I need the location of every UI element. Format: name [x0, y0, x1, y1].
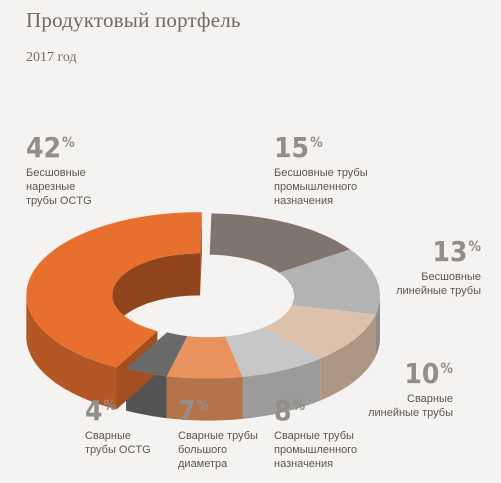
desc-line: нарезные: [26, 181, 76, 193]
desc-line: Сварные: [407, 393, 453, 405]
page-title: Продуктовый портфель: [26, 8, 241, 32]
value-welded-octg: 4: [85, 394, 103, 427]
segment-outer-wall: [242, 358, 321, 419]
value-welded-line: 10: [404, 357, 440, 390]
desc-line: Сварные трубы: [178, 430, 258, 442]
page-subtitle: 2017 год: [26, 50, 77, 65]
segment-top: [264, 305, 376, 359]
desc-line: Сварные трубы: [274, 430, 354, 442]
desc-line: Бесшовные: [26, 167, 86, 179]
desc-line: большого: [178, 444, 228, 456]
desc-line: трубы OCTG: [26, 195, 92, 207]
label-welded-industrial: 8% Сварные трубы промышленного назначени…: [274, 394, 358, 471]
label-welded-large-diameter: 7% Сварные трубы большого диаметра: [178, 394, 258, 471]
segment-top: [126, 332, 188, 377]
segment-top: [225, 327, 321, 377]
desc-line: диаметра: [178, 458, 228, 470]
desc-line: назначения: [274, 195, 334, 207]
value-welded-industrial: 8: [274, 394, 292, 427]
segment-top: [166, 336, 243, 379]
value-seamless-line: 13: [432, 235, 468, 268]
label-welded-octg: 4% Сварные трубы OCTG: [85, 394, 151, 457]
value-seamless-octg: 42: [26, 131, 62, 164]
desc-line: Бесшовные: [421, 271, 481, 283]
label-seamless-octg: 42% Бесшовные нарезные трубы OCTG: [26, 131, 92, 208]
desc-line: Бесшовные трубы: [274, 167, 368, 179]
desc-line: промышленного: [274, 181, 358, 193]
label-seamless-industrial: 15% Бесшовные трубы промышленного назнач…: [274, 131, 368, 208]
value-welded-large-diameter: 7: [178, 394, 196, 427]
desc-line: назначения: [274, 458, 334, 470]
desc-line: линейные трубы: [396, 285, 481, 297]
segment-side-face: [200, 212, 202, 296]
segment-top: [209, 213, 351, 273]
desc-line: Сварные: [85, 430, 131, 442]
segment-outer-wall: [375, 296, 380, 357]
segment-top: [279, 249, 380, 315]
label-welded-line: 10% Сварные линейные трубы: [368, 357, 453, 420]
segment-inner-wall: [112, 253, 201, 337]
value-seamless-industrial: 15: [274, 131, 310, 164]
label-seamless-line: 13% Бесшовные линейные трубы: [396, 235, 481, 298]
segment-top: [26, 212, 202, 368]
segment-outer-wall: [26, 294, 117, 410]
desc-line: трубы OCTG: [85, 444, 151, 456]
segment-outer-wall: [166, 376, 243, 421]
donut-tops: [26, 212, 380, 379]
segment-outer-wall: [320, 314, 376, 401]
desc-line: линейные трубы: [368, 407, 453, 419]
desc-line: промышленного: [274, 444, 358, 456]
